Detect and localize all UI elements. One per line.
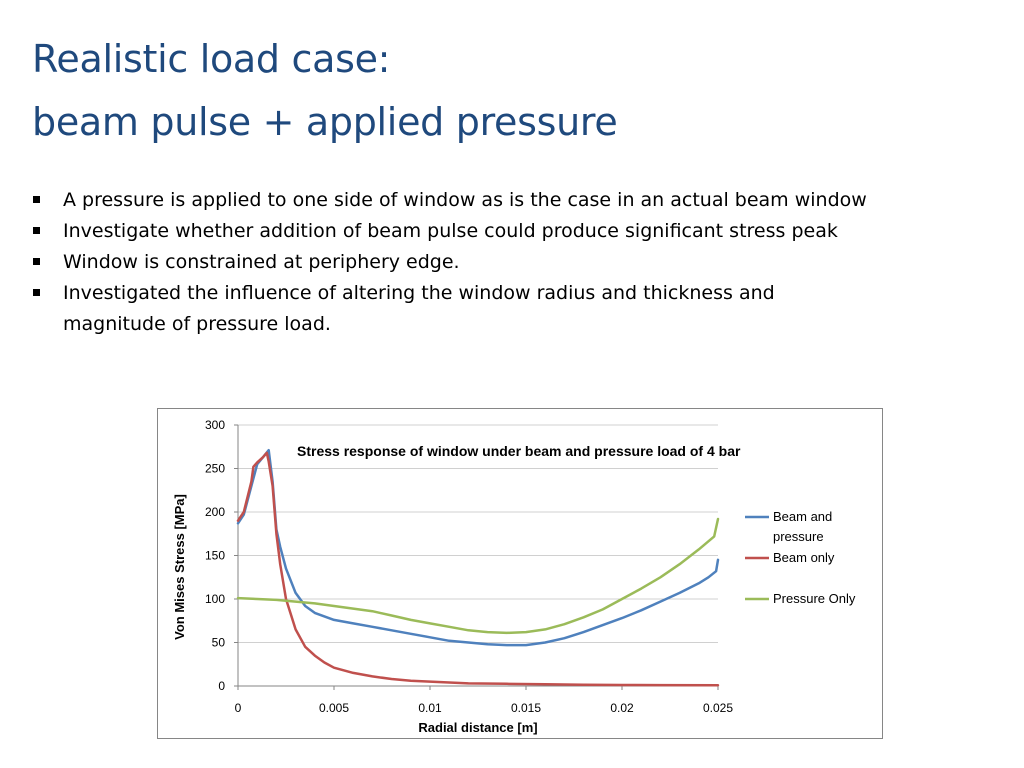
- x-tick-label: 0.025: [703, 701, 733, 715]
- series-line-pressure-only: [236, 517, 720, 635]
- y-tick-label: 0: [218, 679, 225, 693]
- chart-title: Stress response of window under beam and…: [297, 443, 741, 459]
- legend-label: Pressure Only: [773, 591, 856, 606]
- series-lines: [236, 448, 720, 687]
- y-tick-label: 250: [205, 462, 225, 476]
- y-axis-label: Von Mises Stress [MPa]: [172, 494, 187, 640]
- axes: 0 50 100 150 200 250 300 0 0.005 0.01 0.015 0.02 0.0…: [205, 418, 733, 715]
- x-tick-label: 0: [235, 701, 242, 715]
- grid-lines: [238, 424, 718, 643]
- bullet-item: Window is constrained at periphery edge.: [32, 247, 882, 278]
- bullet-list: A pressure is applied to one side of win…: [32, 185, 882, 340]
- legend-label: Beam and: [773, 509, 832, 524]
- x-tick-label: 0.02: [610, 701, 634, 715]
- slide-title-line-1: Realistic load case:: [32, 37, 391, 81]
- x-tick-label: 0.01: [418, 701, 442, 715]
- bullet-item: Investigated the influence of altering t…: [32, 278, 882, 340]
- y-tick-label: 200: [205, 505, 225, 519]
- y-tick-label: 50: [212, 636, 226, 650]
- x-tick-label: 0.015: [511, 701, 541, 715]
- chart-canvas: 0 50 100 150 200 250 300 0 0.005 0.01 0.015 0.02 0.0…: [172, 418, 856, 735]
- legend-label: Beam only: [773, 550, 835, 565]
- slide-title-line-2: beam pulse + applied pressure: [32, 100, 618, 144]
- bullet-item: A pressure is applied to one side of win…: [32, 185, 882, 216]
- y-tick-label: 150: [205, 549, 225, 563]
- stress-chart: 0 50 100 150 200 250 300 0 0.005 0.01 0.015 0.02 0.0…: [157, 408, 883, 739]
- bullet-item: Investigate whether addition of beam pul…: [32, 216, 882, 247]
- legend: Beam and pressure Beam only Pressure Only: [745, 509, 856, 606]
- slide-title: Realistic load case: beam pulse + applie…: [32, 28, 618, 154]
- series-line-beam-only: [236, 451, 720, 687]
- y-tick-label: 100: [205, 592, 225, 606]
- y-tick-label: 300: [205, 418, 225, 432]
- x-tick-label: 0.005: [319, 701, 349, 715]
- legend-label: pressure: [773, 529, 824, 544]
- x-axis-label: Radial distance [m]: [418, 720, 537, 735]
- series-line-beam-and-pressure: [236, 448, 720, 647]
